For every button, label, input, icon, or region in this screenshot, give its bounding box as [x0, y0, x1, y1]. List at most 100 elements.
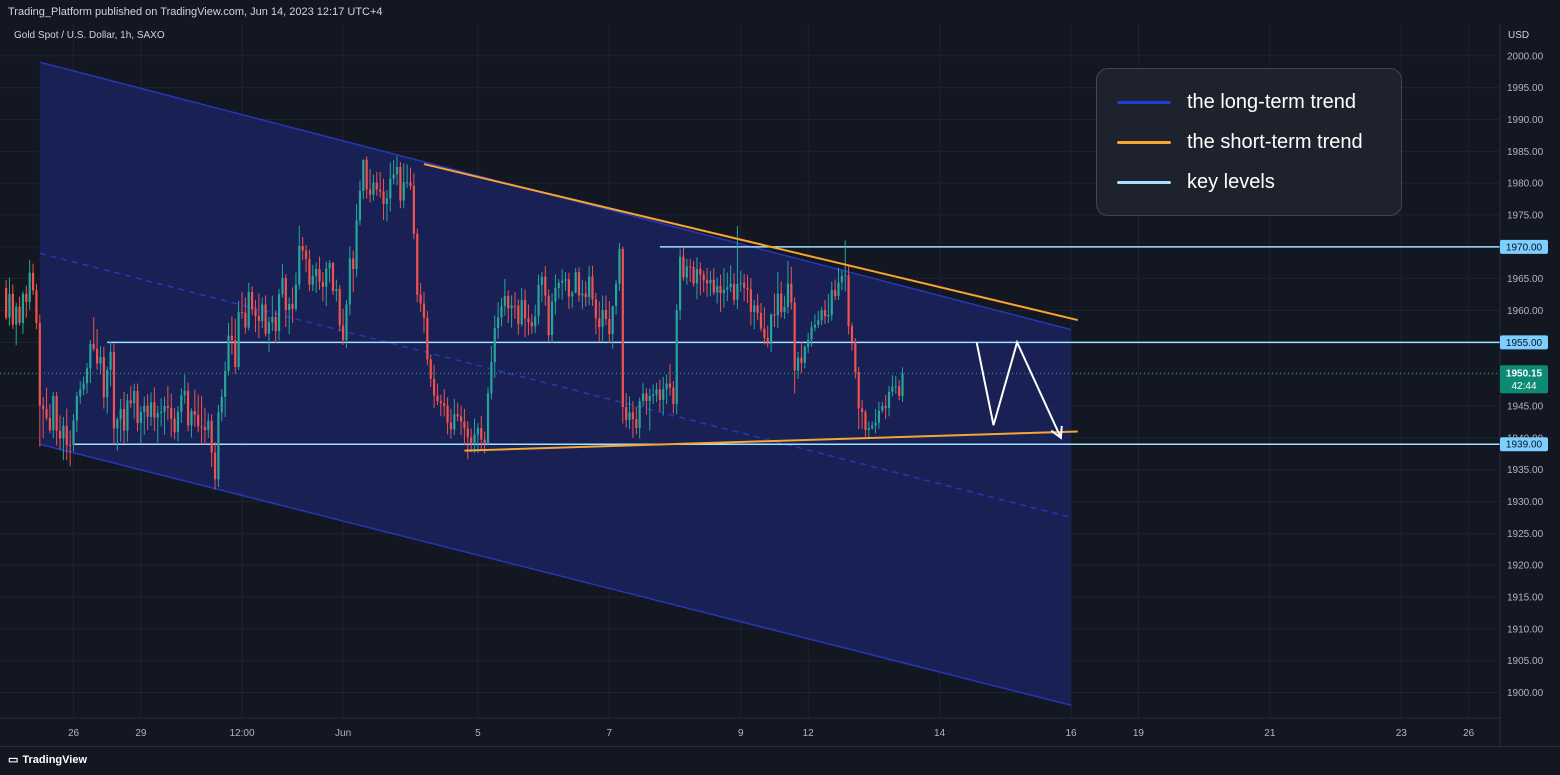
candle-body [213, 452, 217, 480]
candle-body [89, 344, 92, 369]
channel-lower-line [39, 443, 1072, 706]
candle-body [274, 317, 277, 332]
candle-body [665, 383, 668, 390]
candle-body [874, 422, 877, 426]
y-tick-label: 1960.00 [1507, 306, 1544, 317]
candle-body [143, 405, 146, 413]
candle-body [561, 280, 564, 283]
candle-body [827, 314, 830, 317]
x-tick-label: 12:00 [229, 728, 254, 739]
level-badge-label: 1939.00 [1506, 440, 1543, 451]
candle-body [25, 293, 28, 303]
candle-body [106, 369, 109, 398]
channel-fill [39, 62, 1072, 706]
forecast-path [975, 339, 1063, 440]
candle-body [625, 406, 628, 420]
candle-body [769, 314, 773, 344]
candle-body [877, 410, 881, 423]
candle-body [422, 303, 426, 318]
candle-body [200, 426, 203, 428]
candle-body [345, 304, 348, 340]
legend-label-short-term: the short-term trend [1187, 131, 1363, 153]
candle-body [618, 248, 621, 284]
candles [5, 156, 904, 490]
candle-body [129, 400, 132, 404]
candle-body [308, 259, 311, 285]
candle-body [466, 428, 469, 438]
candle-body [153, 402, 156, 418]
y-tick-label: 1910.00 [1507, 624, 1544, 635]
candle-body [52, 396, 55, 431]
last-price-label: 1950.15 [1506, 369, 1543, 380]
candle-body [456, 414, 459, 417]
candle-body [729, 283, 732, 288]
price-chart[interactable]: 2000.00 1995.00 1990.00 1985.00 1980.00 1975.… [0, 0, 1560, 746]
candle-body [156, 413, 159, 418]
candle-body [331, 263, 335, 292]
candle-body [860, 408, 864, 413]
candle-body [176, 411, 180, 433]
candle-body [800, 357, 803, 363]
candle-body [301, 246, 304, 251]
candle-body [766, 337, 769, 344]
x-tick-label: 7 [607, 728, 613, 739]
candle-body [783, 306, 786, 313]
candle-body [567, 279, 570, 297]
candle-body [776, 293, 779, 316]
legend-label-long-term: the long-term trend [1187, 91, 1356, 113]
x-tick-label: 29 [135, 728, 147, 739]
candle-body [126, 400, 129, 431]
x-tick-label: 14 [934, 728, 946, 739]
candle-body [834, 290, 837, 297]
candle-body [759, 312, 763, 329]
candle-body [432, 378, 436, 396]
y-tick-label: 1945.00 [1507, 402, 1544, 413]
candle-body [28, 272, 31, 303]
candle-body [298, 246, 301, 285]
candle-body [453, 414, 456, 430]
level-badge [1500, 239, 1548, 254]
candle-body [675, 310, 678, 404]
last-price-badge [1500, 365, 1548, 394]
candle-body [850, 326, 854, 342]
candle-body [8, 293, 11, 318]
y-tick-label: 1995.00 [1507, 83, 1544, 94]
candle-body [146, 405, 149, 417]
candle-body [99, 356, 102, 364]
candle-body [753, 305, 756, 312]
candle-body [288, 303, 291, 311]
candle-body [837, 282, 840, 297]
candle-body [412, 185, 415, 234]
candle-body [628, 412, 631, 420]
x-tick-label: 16 [1065, 728, 1077, 739]
candle-body [133, 391, 136, 404]
legend-swatch-key-levels [1117, 181, 1171, 184]
candle-body [699, 268, 702, 275]
y-tick-label: 1905.00 [1507, 656, 1544, 667]
candle-body [773, 314, 776, 316]
candle-body [705, 280, 709, 284]
candle-body [79, 389, 82, 397]
y-tick-label: 1985.00 [1507, 147, 1544, 158]
candle-body [780, 293, 783, 313]
candle-body [116, 419, 119, 429]
candle-body [439, 401, 442, 404]
candle-body [109, 352, 112, 370]
symbol-title: Gold Spot / U.S. Dollar, 1h, SAXO [14, 30, 165, 41]
tradingview-brand[interactable]: ▭ TradingView [8, 753, 87, 766]
candle-body [483, 439, 486, 444]
time-axis[interactable]: 26 29 12:00 Jun 5 7 9 12 14 16 19 21 23 26 [68, 728, 1475, 739]
candle-body [35, 290, 38, 324]
candle-body [352, 258, 355, 270]
candle-body [793, 302, 796, 371]
candle-body [810, 327, 813, 340]
candle-body [820, 310, 823, 321]
candle-body [15, 306, 18, 325]
candle-body [459, 416, 463, 422]
candle-body [476, 428, 479, 435]
candle-body [358, 190, 362, 221]
candle-body [534, 316, 537, 327]
candle-body [574, 272, 577, 293]
candle-body [304, 250, 308, 260]
candle-body [604, 309, 608, 319]
